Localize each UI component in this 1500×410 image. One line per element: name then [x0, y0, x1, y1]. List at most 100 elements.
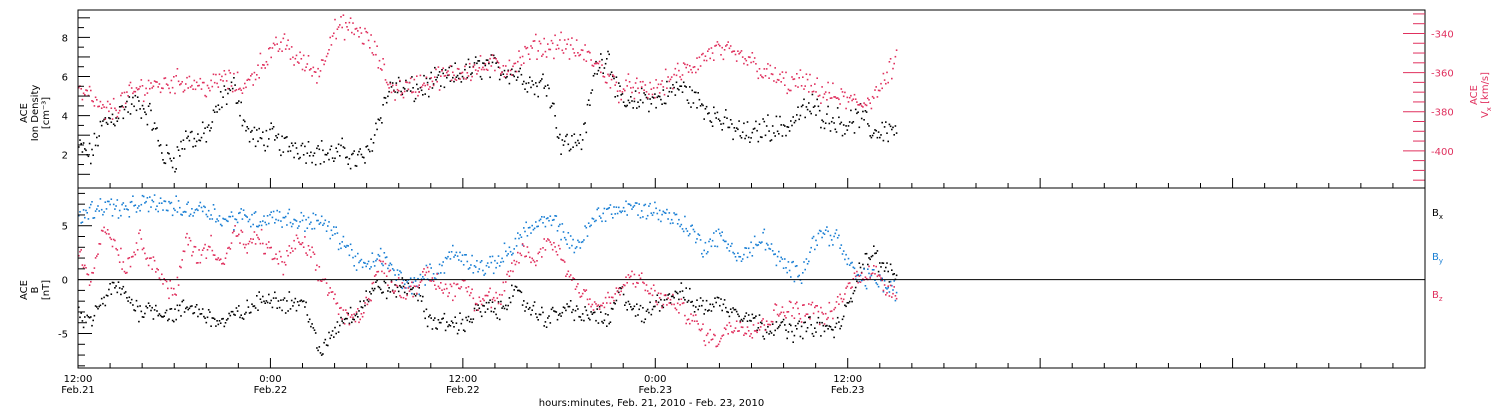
- by-series-point: [809, 251, 811, 253]
- bz-series-point: [231, 231, 234, 234]
- bz-series-point: [153, 259, 156, 262]
- by-series-point: [194, 209, 197, 211]
- bx-series-point: [874, 252, 876, 255]
- bx-series-point: [360, 306, 363, 308]
- ion-density-series-point: [395, 82, 398, 84]
- ion-density-series-point: [228, 88, 230, 90]
- ion-density-series-point: [185, 130, 187, 132]
- bz-series-point: [879, 275, 881, 277]
- bz-series-point: [853, 272, 856, 274]
- by-series-point: [658, 209, 661, 212]
- by-series-point: [838, 234, 840, 237]
- ion-density-series-point: [632, 107, 634, 109]
- ion-density-series-point: [796, 114, 798, 116]
- bz-series-point: [482, 298, 484, 300]
- bz-series-point: [241, 231, 244, 233]
- bz-series-point: [402, 297, 405, 299]
- vx-series-point: [370, 34, 372, 36]
- by-series-point: [643, 204, 645, 207]
- by-series-point: [717, 228, 720, 231]
- by-series-point: [323, 222, 325, 225]
- bx-series-point: [270, 299, 272, 302]
- bx-series-point: [225, 319, 228, 321]
- vx-series-point: [784, 84, 786, 86]
- vx-series-point: [488, 61, 490, 63]
- bz-series-point: [709, 328, 711, 331]
- bx-series-point: [818, 321, 821, 324]
- ion-density-series-point: [689, 86, 691, 88]
- by-series-point: [263, 215, 265, 217]
- vx-series-point: [695, 71, 697, 74]
- vx-series-point: [453, 74, 455, 77]
- bz-series-point: [228, 246, 230, 249]
- by-series-point: [381, 262, 383, 265]
- ion-density-series-point: [369, 150, 371, 153]
- by-series-point: [133, 205, 135, 207]
- bx-series-point: [508, 297, 511, 299]
- bx-series-point: [292, 305, 294, 307]
- bx-series-point: [293, 301, 295, 304]
- bx-series-point: [215, 325, 217, 327]
- bx-series-point: [355, 313, 358, 315]
- bz-series-point: [246, 252, 248, 254]
- vx-series-point: [289, 58, 292, 60]
- by-series-point: [873, 269, 875, 271]
- by-series-point: [817, 232, 820, 235]
- ion-density-series-point: [637, 101, 639, 103]
- bz-series-point: [245, 243, 247, 246]
- bx-series-point: [871, 254, 874, 257]
- vx-series-point: [219, 79, 222, 81]
- by-series-point: [317, 219, 319, 222]
- vx-series-point: [217, 86, 220, 88]
- vx-series-point: [634, 82, 637, 84]
- by-series-point: [167, 209, 169, 212]
- by-series-point: [584, 225, 586, 227]
- x-tick-time-label: 0:00: [259, 374, 281, 385]
- bx-series-point: [371, 287, 374, 290]
- by-series-point: [554, 215, 556, 217]
- bz-series-point: [543, 238, 545, 240]
- bx-series-point: [643, 321, 645, 324]
- bx-series-point: [784, 324, 786, 326]
- ion-density-series-point: [358, 150, 360, 153]
- ion-density-series-point: [94, 144, 97, 147]
- bz-series-point: [848, 282, 851, 284]
- ion-density-series-point: [301, 142, 304, 145]
- vx-series-point: [685, 66, 687, 69]
- bx-series-point: [802, 337, 804, 340]
- by-series-point: [231, 215, 234, 218]
- bz-series-point: [420, 279, 423, 282]
- bx-series-point: [850, 297, 852, 300]
- vx-series-point: [768, 77, 770, 79]
- bz-series-point: [678, 312, 680, 314]
- ion-density-series-point: [266, 145, 269, 148]
- by-series-point: [455, 251, 458, 254]
- bz-series-point: [377, 270, 380, 273]
- by-series-point: [422, 276, 424, 278]
- legend-subscript: y: [1439, 257, 1443, 265]
- by-series-point: [639, 216, 642, 219]
- bz-series-point: [557, 244, 560, 247]
- by-series-point: [156, 205, 158, 207]
- vx-series-point: [274, 44, 276, 46]
- bz-series-point: [251, 241, 253, 244]
- bz-series-point: [824, 312, 827, 315]
- bx-series-point: [648, 311, 650, 314]
- bz-series-point: [625, 276, 627, 278]
- bz-series-point: [500, 303, 502, 305]
- by-series-point: [722, 239, 725, 241]
- vx-series-point: [858, 104, 861, 106]
- vx-series-point: [240, 89, 242, 91]
- bz-series-point: [598, 308, 601, 310]
- bx-series-point: [729, 308, 732, 310]
- ion-density-series-point: [422, 94, 424, 96]
- density-tick-label: 4: [62, 112, 68, 123]
- vx-series-point: [509, 69, 512, 72]
- by-series-point: [812, 235, 815, 238]
- by-series-point: [892, 289, 894, 291]
- ion-density-series-point: [667, 95, 669, 97]
- bz-series-point: [578, 292, 580, 294]
- ion-density-series-point: [630, 96, 632, 98]
- vx-series-point: [826, 99, 828, 101]
- vx-series-point: [579, 53, 582, 56]
